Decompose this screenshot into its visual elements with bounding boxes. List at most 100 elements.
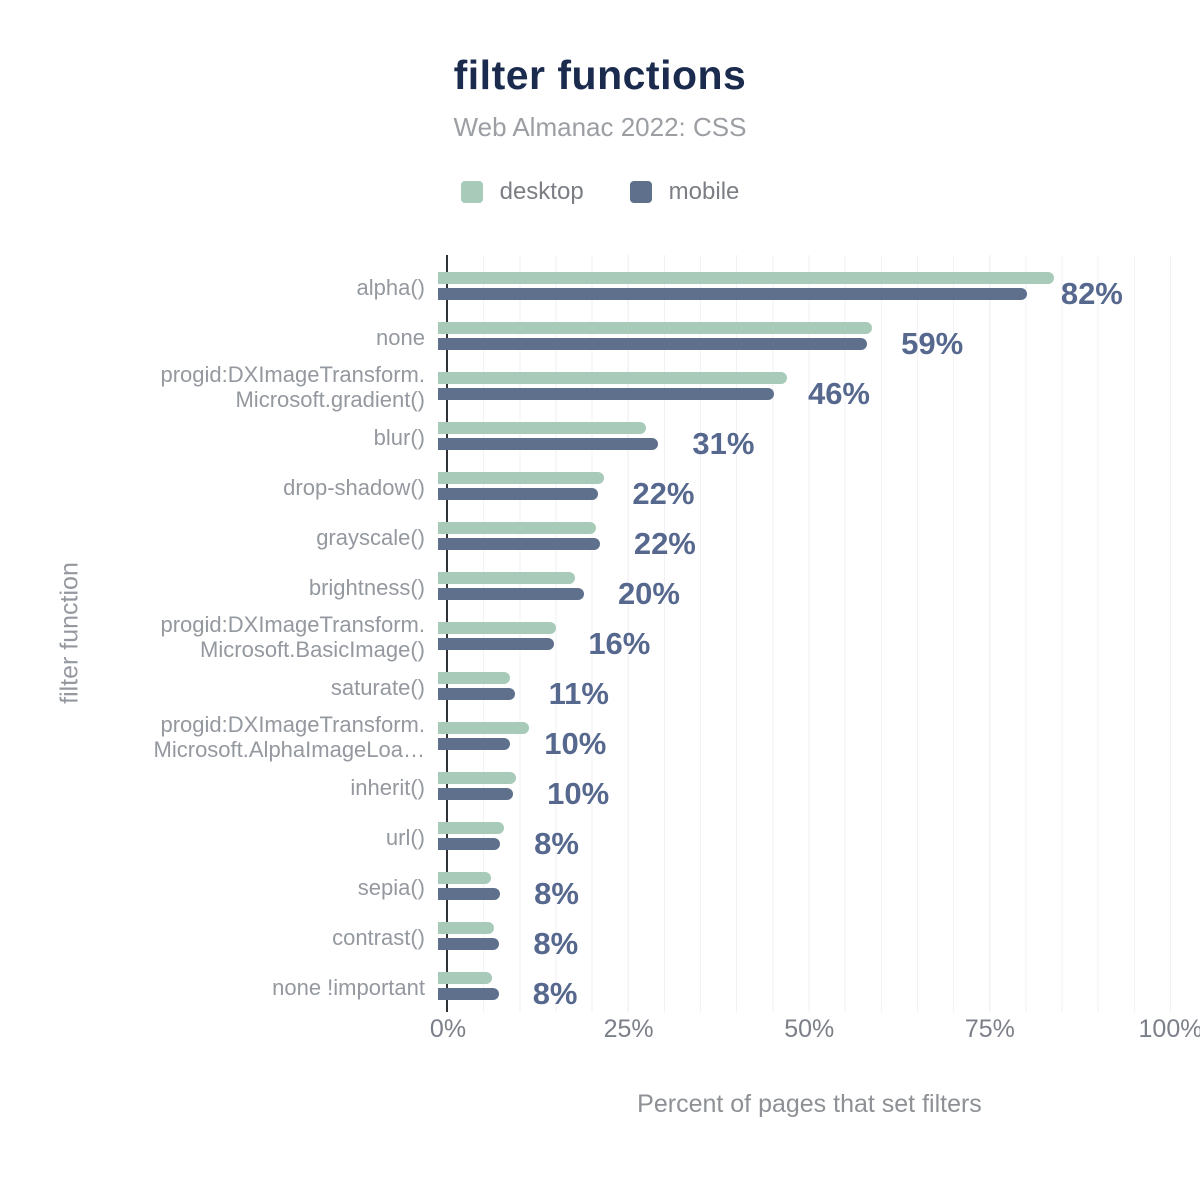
category-label: progid:DXImageTransform. Microsoft.Alpha… — [153, 712, 425, 762]
mobile-bar — [438, 688, 515, 700]
mobile-bar — [438, 838, 501, 850]
desktop-bar — [438, 472, 605, 484]
value-label: 22% — [632, 476, 695, 511]
legend-label-desktop: desktop — [499, 178, 584, 205]
bar-rows: alpha() 82% none 59% progid:DXImageTransform… — [0, 262, 1200, 1012]
mobile-bar — [438, 988, 499, 1000]
chart-title: filter functions — [453, 52, 747, 98]
category-label: none — [376, 324, 425, 350]
mobile-bar — [438, 338, 868, 350]
table-row: none !important 8% — [0, 962, 1200, 1012]
bar-group: 82% — [436, 262, 1200, 312]
category-label: drop-shadow() — [283, 474, 425, 500]
value-label: 82% — [1060, 276, 1123, 311]
desktop-bar — [438, 872, 491, 884]
bar-group: 16% — [436, 612, 1200, 662]
bar-chart: alpha() 82% none 59% progid:DXImageTransform… — [0, 255, 1200, 1012]
table-row: brightness() 20% — [0, 562, 1200, 612]
table-row: url() 8% — [0, 812, 1200, 862]
value-label: 8% — [534, 876, 579, 911]
desktop-bar — [438, 572, 576, 584]
mobile-bar — [438, 638, 555, 650]
bar-group: 8% — [436, 912, 1200, 962]
category-label: sepia() — [357, 874, 425, 900]
table-row: saturate() 11% — [0, 662, 1200, 712]
legend-item-mobile: mobile — [629, 178, 740, 206]
bar-group: 8% — [436, 862, 1200, 912]
bar-group: 10% — [436, 712, 1200, 762]
mobile-bar — [438, 488, 599, 500]
mobile-swatch-icon — [629, 181, 652, 203]
desktop-bar — [438, 622, 557, 634]
x-tick-label: 25% — [603, 1015, 654, 1043]
table-row: sepia() 8% — [0, 862, 1200, 912]
bar-group: 11% — [436, 662, 1200, 712]
value-label: 8% — [532, 976, 578, 1011]
table-row: none 59% — [0, 312, 1200, 362]
chart-subtitle: Web Almanac 2022: CSS — [453, 112, 747, 142]
bar-group: 22% — [436, 462, 1200, 512]
bar-group: 10% — [436, 762, 1200, 812]
table-row: progid:DXImageTransform. Microsoft.Alpha… — [0, 712, 1200, 762]
bar-group: 8% — [436, 962, 1200, 1012]
category-label: saturate() — [330, 674, 425, 700]
value-label: 8% — [534, 826, 579, 861]
value-label: 31% — [692, 426, 755, 461]
x-tick-label: 0% — [429, 1015, 467, 1043]
table-row: alpha() 82% — [0, 262, 1200, 312]
bar-group: 22% — [436, 512, 1200, 562]
category-label: grayscale() — [316, 524, 425, 550]
desktop-bar — [438, 922, 494, 934]
x-tick-label: 100% — [1138, 1015, 1200, 1043]
desktop-bar — [438, 272, 1054, 284]
category-label: inherit() — [350, 774, 425, 800]
legend: desktop mobile — [0, 178, 1200, 206]
category-label: none !important — [272, 974, 425, 1000]
desktop-bar — [438, 822, 504, 834]
table-row: blur() 31% — [0, 412, 1200, 462]
category-label: progid:DXImageTransform. Microsoft.Basic… — [160, 612, 425, 662]
category-label: brightness() — [308, 574, 425, 600]
x-axis-ticks: 0% 25% 50% 75% 100% — [0, 1015, 1200, 1049]
value-label: 59% — [901, 326, 964, 361]
mobile-bar — [438, 938, 500, 950]
desktop-swatch-icon — [460, 181, 483, 203]
mobile-bar — [438, 538, 600, 550]
desktop-bar — [438, 372, 787, 384]
table-row: grayscale() 22% — [0, 512, 1200, 562]
y-axis-title: filter function — [55, 562, 84, 704]
desktop-bar — [438, 522, 597, 534]
bar-group: 8% — [436, 812, 1200, 862]
value-label: 11% — [548, 676, 609, 711]
table-row: progid:DXImageTransform. Microsoft.gradi… — [0, 362, 1200, 412]
value-label: 8% — [533, 926, 579, 961]
desktop-bar — [438, 772, 517, 784]
x-tick-label: 50% — [784, 1015, 835, 1043]
legend-item-desktop: desktop — [460, 178, 584, 206]
value-label: 20% — [617, 576, 680, 611]
value-label: 22% — [633, 526, 696, 561]
desktop-bar — [438, 422, 647, 434]
value-label: 10% — [547, 776, 610, 811]
category-label: progid:DXImageTransform. Microsoft.gradi… — [160, 362, 425, 412]
x-tick-label: 75% — [964, 1015, 1015, 1043]
legend-label-mobile: mobile — [668, 178, 740, 205]
category-label: blur() — [373, 424, 425, 450]
mobile-bar — [438, 438, 659, 450]
table-row: inherit() 10% — [0, 762, 1200, 812]
desktop-bar — [438, 972, 493, 984]
category-label: url() — [385, 824, 425, 850]
bar-group: 59% — [436, 312, 1200, 362]
mobile-bar — [438, 388, 774, 400]
mobile-bar — [438, 788, 514, 800]
desktop-bar — [438, 322, 873, 334]
value-label: 10% — [544, 726, 607, 761]
x-axis-title: Percent of pages that set filters — [637, 1090, 982, 1118]
value-label: 46% — [807, 376, 870, 411]
value-label: 16% — [588, 626, 651, 661]
mobile-bar — [438, 738, 511, 750]
category-label: contrast() — [332, 924, 425, 950]
mobile-bar — [438, 888, 501, 900]
desktop-bar — [438, 722, 530, 734]
